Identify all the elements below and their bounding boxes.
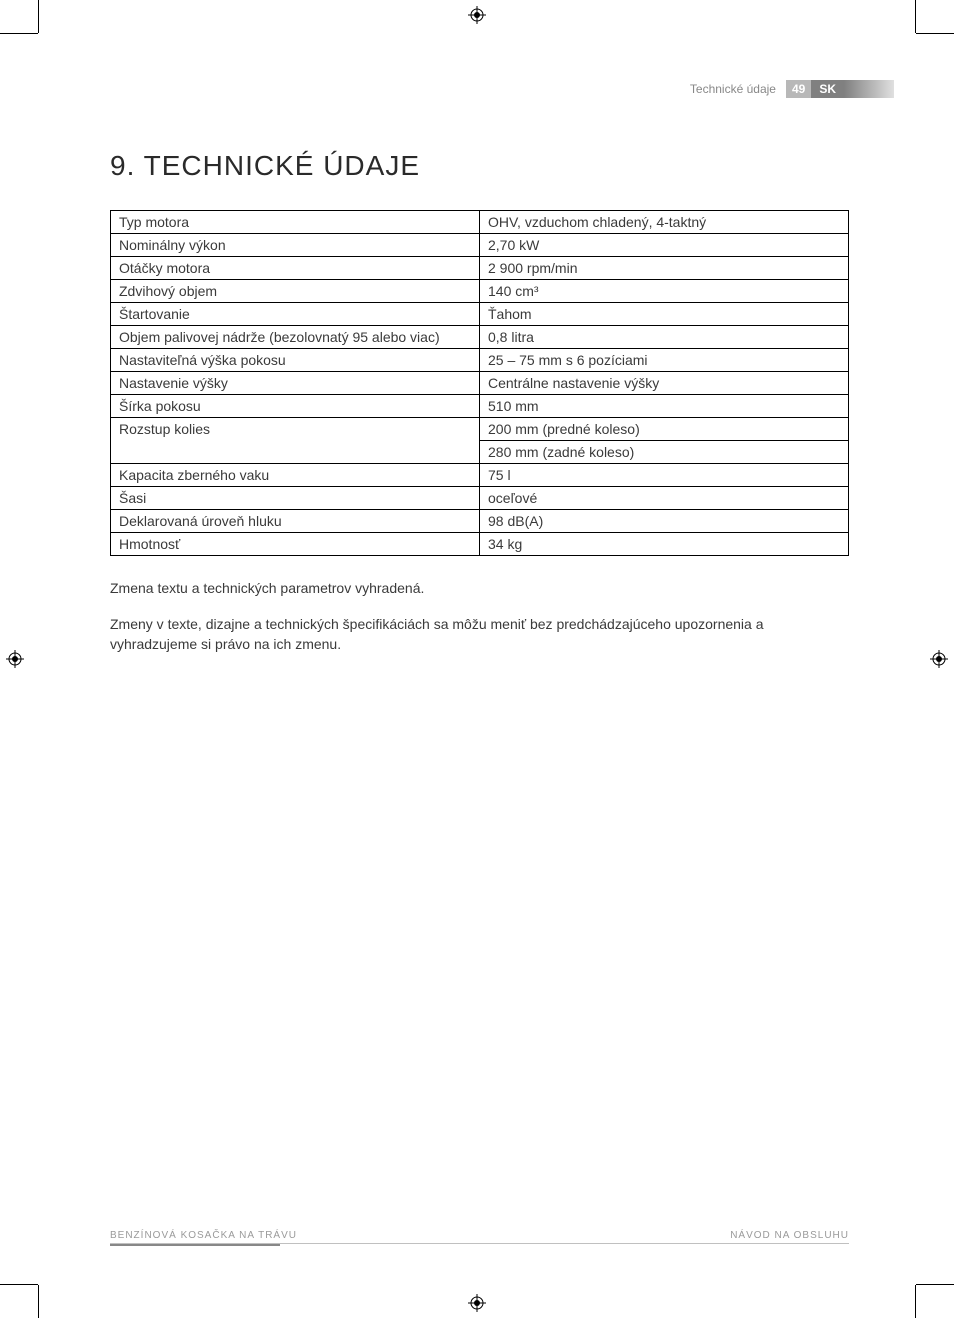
registration-mark-icon <box>930 650 948 668</box>
disclaimer-note-1: Zmena textu a technických parametrov vyh… <box>110 580 849 596</box>
table-row: ŠtartovanieŤahom <box>111 303 849 326</box>
spec-label: Typ motora <box>111 211 480 234</box>
crop-mark <box>0 33 38 34</box>
footer-underline <box>110 1244 280 1246</box>
spec-value: 25 – 75 mm s 6 pozíciami <box>480 349 849 372</box>
table-row: Objem palivovej nádrže (bezolovnatý 95 a… <box>111 326 849 349</box>
registration-mark-icon <box>468 6 486 24</box>
spec-label: Šírka pokosu <box>111 395 480 418</box>
spec-label: Nastaviteľná výška pokosu <box>111 349 480 372</box>
spec-label: Štartovanie <box>111 303 480 326</box>
crop-mark <box>38 1285 39 1318</box>
spec-value: OHV, vzduchom chladený, 4-taktný <box>480 211 849 234</box>
table-row: Zdvihový objem140 cm³ <box>111 280 849 303</box>
table-row: Nastaviteľná výška pokosu25 – 75 mm s 6 … <box>111 349 849 372</box>
crop-mark <box>916 1284 954 1285</box>
spec-value: 0,8 litra <box>480 326 849 349</box>
disclaimer-note-2: Zmeny v texte, dizajne a technických špe… <box>110 614 849 655</box>
spec-value: Centrálne nastavenie výšky <box>480 372 849 395</box>
page-title: 9. TECHNICKÉ ÚDAJE <box>110 150 849 182</box>
spec-value: oceľové <box>480 487 849 510</box>
spec-label: Zdvihový objem <box>111 280 480 303</box>
spec-value: 140 cm³ <box>480 280 849 303</box>
table-row: Šasioceľové <box>111 487 849 510</box>
table-row: Nastavenie výškyCentrálne nastavenie výš… <box>111 372 849 395</box>
spec-value: Ťahom <box>480 303 849 326</box>
spec-label: Šasi <box>111 487 480 510</box>
spec-label: Kapacita zberného vaku <box>111 464 480 487</box>
spec-value: 280 mm (zadné koleso) <box>480 441 849 464</box>
table-row: Šírka pokosu510 mm <box>111 395 849 418</box>
table-row: Nominálny výkon2,70 kW <box>111 234 849 257</box>
registration-mark-icon <box>6 650 24 668</box>
spec-label: Deklarovaná úroveň hluku <box>111 510 480 533</box>
header-decoration <box>844 80 894 98</box>
page-number: 49 <box>786 80 811 98</box>
table-row: Deklarovaná úroveň hluku98 dB(A) <box>111 510 849 533</box>
page-container: Technické údaje 49 SK 9. TECHNICKÉ ÚDAJE… <box>60 60 894 1258</box>
spec-value: 2,70 kW <box>480 234 849 257</box>
spec-label: Rozstup kolies <box>111 418 480 464</box>
table-row: Rozstup kolies200 mm (predné koleso) <box>111 418 849 441</box>
content-area: 9. TECHNICKÉ ÚDAJE Typ motoraOHV, vzduch… <box>110 150 849 655</box>
spec-value: 75 l <box>480 464 849 487</box>
spec-label: Otáčky motora <box>111 257 480 280</box>
table-row: Kapacita zberného vaku75 l <box>111 464 849 487</box>
header-section-label: Technické údaje <box>690 82 776 96</box>
spec-value: 510 mm <box>480 395 849 418</box>
crop-mark <box>38 0 39 33</box>
crop-mark <box>915 1285 916 1318</box>
header-bar: Technické údaje 49 SK <box>690 80 894 98</box>
spec-value: 2 900 rpm/min <box>480 257 849 280</box>
spec-label: Nominálny výkon <box>111 234 480 257</box>
spec-value: 34 kg <box>480 533 849 556</box>
spec-table: Typ motoraOHV, vzduchom chladený, 4-takt… <box>110 210 849 556</box>
spec-value: 98 dB(A) <box>480 510 849 533</box>
table-row: Typ motoraOHV, vzduchom chladený, 4-takt… <box>111 211 849 234</box>
spec-label: Objem palivovej nádrže (bezolovnatý 95 a… <box>111 326 480 349</box>
footer-right-text: NÁVOD NA OBSLUHU <box>730 1230 849 1241</box>
crop-mark <box>915 0 916 33</box>
registration-mark-icon <box>468 1294 486 1312</box>
crop-mark <box>0 1284 38 1285</box>
language-code-badge: SK <box>811 80 844 98</box>
table-row: Otáčky motora2 900 rpm/min <box>111 257 849 280</box>
crop-mark <box>916 33 954 34</box>
table-row: Hmotnosť34 kg <box>111 533 849 556</box>
spec-label: Hmotnosť <box>111 533 480 556</box>
footer-left-text: BENZÍNOVÁ KOSAČKA NA TRÁVU <box>110 1230 297 1241</box>
spec-value: 200 mm (predné koleso) <box>480 418 849 441</box>
spec-label: Nastavenie výšky <box>111 372 480 395</box>
footer: BENZÍNOVÁ KOSAČKA NA TRÁVU NÁVOD NA OBSL… <box>110 1230 849 1244</box>
